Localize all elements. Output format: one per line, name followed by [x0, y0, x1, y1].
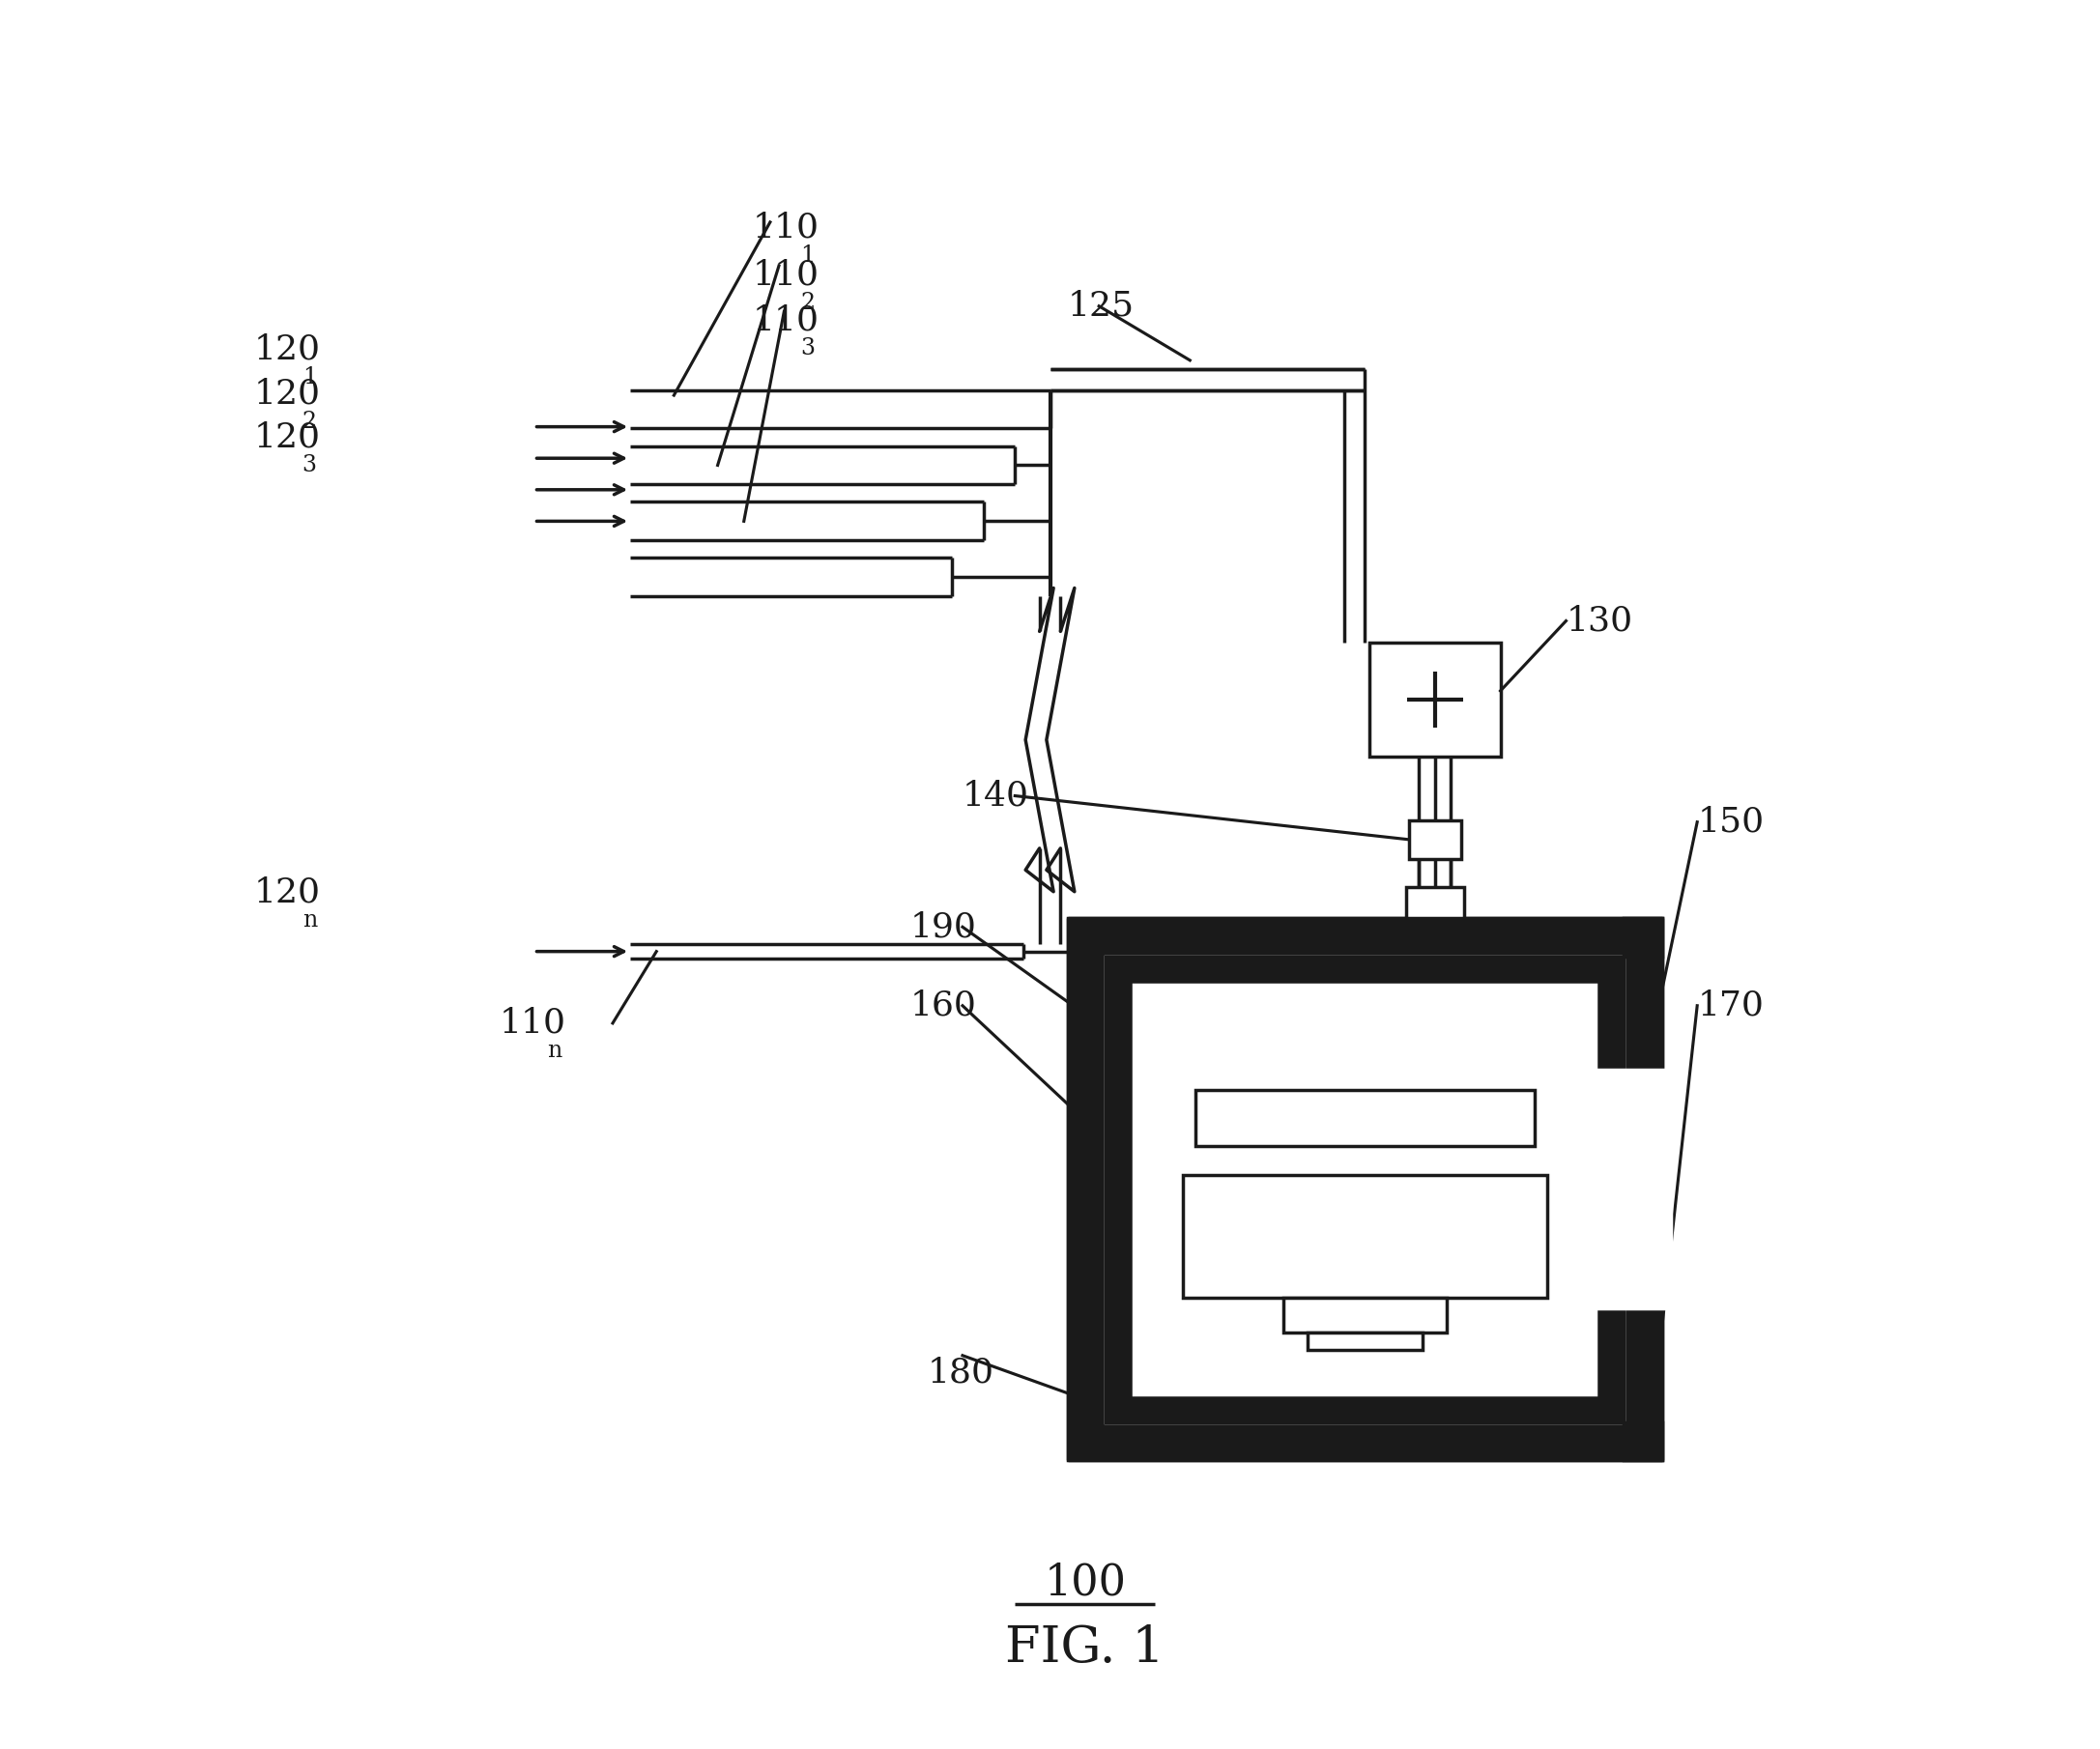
Text: n: n: [548, 1041, 563, 1062]
Text: 150: 150: [1697, 806, 1764, 838]
Bar: [1195, 1090, 1535, 1146]
Bar: [1623, 1422, 1663, 1460]
Text: 120: 120: [254, 334, 321, 366]
Text: FIG. 1: FIG. 1: [1006, 1623, 1166, 1672]
Text: 110: 110: [500, 1007, 565, 1039]
Text: 2: 2: [800, 292, 815, 313]
Text: 1: 1: [800, 245, 815, 266]
Text: 110: 110: [752, 304, 819, 336]
Text: n: n: [302, 909, 317, 930]
Bar: [1134, 985, 1596, 1394]
Bar: [1409, 820, 1462, 859]
Text: 170: 170: [1697, 990, 1764, 1021]
Text: 2: 2: [302, 411, 317, 432]
Bar: [1596, 1070, 1672, 1308]
Text: 1: 1: [302, 367, 317, 388]
Text: 160: 160: [909, 990, 976, 1021]
Text: 190: 190: [909, 911, 976, 943]
Bar: [1308, 1333, 1422, 1350]
Text: 125: 125: [1067, 290, 1134, 322]
Bar: [1369, 642, 1499, 756]
Bar: [1182, 1175, 1548, 1298]
Text: 180: 180: [928, 1357, 993, 1389]
Bar: [1623, 918, 1663, 957]
Bar: [1407, 887, 1464, 918]
Text: 120: 120: [254, 378, 321, 409]
Text: 3: 3: [302, 455, 317, 476]
Text: 100: 100: [1044, 1562, 1126, 1604]
Text: 110: 110: [752, 212, 819, 243]
Text: 120: 120: [254, 422, 321, 453]
Bar: [1107, 957, 1623, 1422]
Bar: [1067, 918, 1663, 1460]
Bar: [1107, 957, 1623, 1422]
Bar: [1283, 1298, 1447, 1333]
Text: 120: 120: [254, 876, 321, 908]
Text: 110: 110: [752, 259, 819, 290]
Text: 3: 3: [800, 338, 815, 359]
Text: 130: 130: [1567, 605, 1634, 637]
Text: 140: 140: [962, 780, 1029, 812]
